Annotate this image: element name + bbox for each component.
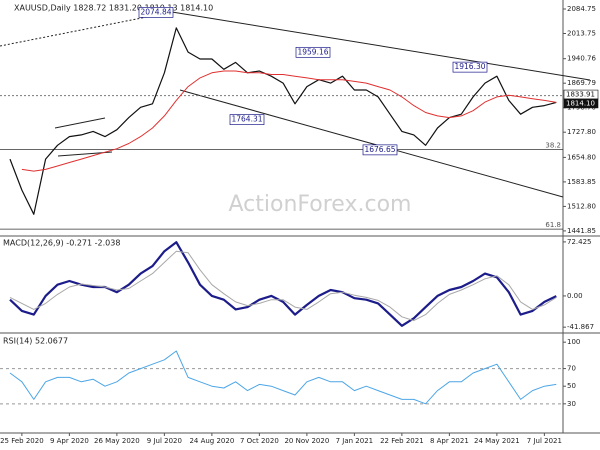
macd-title: MACD(12,26,9) -0.271 -2.038: [3, 239, 120, 248]
annotation-label: 1676.65: [364, 145, 395, 154]
x-tick-label: 7 Oct 2020: [240, 437, 279, 445]
x-tick-label: 26 May 2020: [94, 437, 140, 445]
channel-top: [171, 11, 591, 81]
y-tick-label: 1512.80: [567, 202, 596, 210]
y-tick-label: 72.425: [567, 238, 592, 246]
y-tick-label: 2013.75: [567, 29, 596, 37]
y-tick-label: 50: [567, 382, 576, 390]
annotation-label: 2074.84: [140, 7, 171, 16]
y-tick-label: 1441.85: [567, 227, 596, 235]
price-tag: [563, 98, 599, 109]
price-tag-label: 1833.91: [566, 91, 595, 99]
series-line: [9, 27, 557, 215]
x-tick-label: 7 Jul 2021: [527, 437, 562, 445]
watermark: ActionForex.com: [229, 192, 412, 217]
chart-title: XAUUSD,Daily 1828.72 1831.20 1810.13 181…: [14, 4, 213, 13]
annotation-label: 1959.16: [297, 47, 328, 56]
y-tick-label: 30: [567, 400, 576, 408]
x-tick-label: 24 Aug 2020: [189, 437, 234, 445]
x-tick-label: 8 Apr 2021: [430, 437, 469, 445]
y-tick-label: -41.867: [567, 323, 594, 331]
annotation-box: [452, 61, 488, 73]
annotation-label: 1916.30: [454, 62, 485, 71]
y-tick-label: 1727.80: [567, 128, 596, 136]
series-line: [9, 250, 557, 322]
annotation-box: [362, 144, 398, 156]
price-tag-label: 1814.10: [566, 99, 595, 107]
x-tick-label: 24 May 2021: [474, 437, 520, 445]
x-tick-label: 22 Feb 2021: [380, 437, 424, 445]
x-tick-label: 9 Apr 2020: [50, 437, 89, 445]
x-tick-label: 9 Jul 2020: [147, 437, 182, 445]
y-tick-label: 70: [567, 365, 576, 373]
fib-label: 61.8: [545, 221, 561, 229]
y-tick-label: 1654.80: [567, 153, 596, 161]
y-tick-label: 1869.79: [567, 79, 596, 87]
channel-bottom: [179, 89, 564, 198]
x-tick-label: 20 Nov 2020: [284, 437, 329, 445]
annotation-box: [295, 46, 331, 58]
trend-line: [0, 11, 173, 47]
y-tick-label: 0.00: [567, 292, 583, 300]
y-tick-label: 2084.75: [567, 5, 596, 13]
annotation-label: 1764.31: [231, 115, 262, 124]
fib-label: 38.2: [545, 141, 561, 149]
x-tick-label: 7 Jan 2021: [336, 437, 374, 445]
y-tick-label: 1583.85: [567, 178, 596, 186]
rsi-title: RSI(14) 52.0677: [3, 337, 68, 346]
x-tick-label: 25 Feb 2020: [0, 437, 44, 445]
y-tick-label: 100: [567, 338, 580, 346]
annotation-box: [138, 7, 174, 18]
series-line: [21, 70, 557, 172]
annotation-box: [229, 114, 265, 125]
y-tick-label: 1940.76: [567, 55, 596, 63]
triangle-line: [54, 117, 106, 129]
series-line: [9, 350, 557, 405]
